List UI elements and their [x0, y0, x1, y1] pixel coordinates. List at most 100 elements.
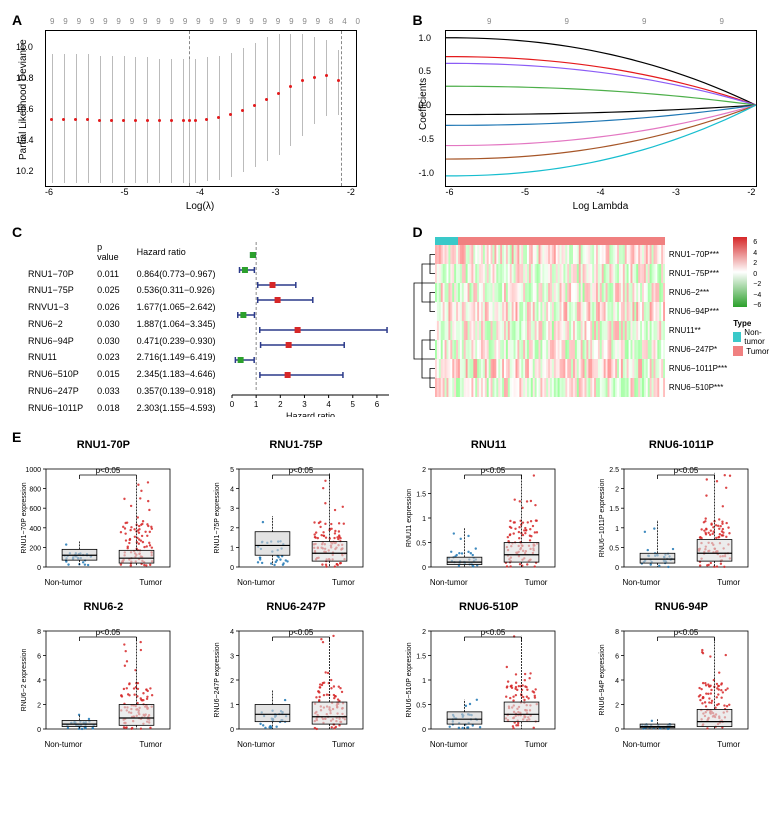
svg-text:3: 3 [230, 654, 234, 661]
boxplot-xlabels: Non-tumorTumor [209, 740, 384, 749]
svg-text:p<0.05: p<0.05 [96, 466, 121, 475]
boxplot-title: RNU1-75P [209, 439, 384, 451]
boxplot-cell: RNU1-75P012345RNU1−75P expressionp<0.05 … [209, 439, 384, 587]
svg-text:0: 0 [37, 727, 41, 734]
boxplot-xlabels: Non-tumorTumor [16, 578, 191, 587]
svg-text:0: 0 [230, 565, 234, 572]
svg-text:2: 2 [422, 629, 426, 636]
panel-d-rowlabels: RNU1−70P***RNU1−75P***RNU6−2***RNU6−94P*… [669, 237, 727, 397]
boxplot-svg: 01234RNU6−247P expressionp<0.05 [209, 615, 369, 735]
svg-text:200: 200 [29, 545, 41, 552]
svg-text:1: 1 [230, 703, 234, 710]
svg-text:RNU6−1011P expression: RNU6−1011P expression [599, 479, 606, 558]
boxplot-title: RNU11 [401, 439, 576, 451]
svg-text:6: 6 [37, 654, 41, 661]
svg-text:1.5: 1.5 [417, 654, 427, 661]
boxplot-xlabels: Non-tumorTumor [16, 740, 191, 749]
svg-text:0: 0 [422, 727, 426, 734]
svg-text:1: 1 [422, 516, 426, 523]
svg-text:1: 1 [422, 678, 426, 685]
svg-text:Hazard ratio: Hazard ratio [285, 411, 334, 417]
panel-e-label: E [12, 429, 21, 445]
svg-text:4: 4 [230, 487, 234, 494]
svg-text:2: 2 [278, 400, 283, 409]
svg-text:p<0.05: p<0.05 [674, 628, 699, 637]
boxplot-cell: RNU6-510P00.511.52RNU6−510P expressionp<… [401, 601, 576, 749]
boxplot-cell: RNU6-202468RNU6−2 expressionp<0.05 Non-t… [16, 601, 191, 749]
svg-text:3: 3 [302, 400, 307, 409]
figure: A Partial Likelihood Deviance 9999999999… [10, 10, 771, 749]
panel-d-content: Type RNU1−70P***RNU1−75P***RNU6−2***RNU6… [410, 237, 774, 416]
forest-row: RNU110.0232.716(1.149−6.419) [22, 350, 222, 365]
heatmap-row-label: RNU6−247P* [669, 345, 727, 354]
panel-b-xticks: -6-5-4-3-2 [445, 187, 755, 197]
svg-text:4: 4 [37, 678, 41, 685]
boxplot-cell: RNU6-247P01234RNU6−247P expressionp<0.05… [209, 601, 384, 749]
svg-text:1000: 1000 [25, 467, 41, 474]
svg-text:p<0.05: p<0.05 [288, 466, 313, 475]
panel-d-dendrogram [410, 237, 434, 397]
heatmap-row-label: RNU1−75P*** [669, 269, 727, 278]
panel-d: D Type RNU1−70P***RNU1−75P***RNU6−2***RN… [410, 222, 774, 417]
heatmap-row-label: RNU6−1011P*** [669, 364, 727, 373]
svg-text:0.5: 0.5 [417, 703, 427, 710]
panel-b-svg: 123456789 [446, 31, 756, 186]
svg-text:0.5: 0.5 [609, 545, 619, 552]
boxplot-svg: 0 0.5 1 1.5 2 RNU6−510P expression p<0.05 [401, 615, 561, 735]
boxplot-xlabels: Non-tumorTumor [209, 578, 384, 587]
heatmap-row-label: RNU6−94P*** [669, 307, 727, 316]
svg-text:p<0.05: p<0.05 [96, 628, 121, 637]
svg-text:2: 2 [37, 703, 41, 710]
boxplot-svg: 012345RNU1−75P expressionp<0.05 [209, 453, 369, 573]
forest-row: RNU1−70P0.0110.864(0.773−0.967) [22, 266, 222, 281]
svg-text:p<0.05: p<0.05 [481, 628, 506, 637]
panel-a-top-counts: 999999999999999999999840 [46, 17, 364, 26]
svg-text:4: 4 [615, 678, 619, 685]
svg-text:6: 6 [374, 400, 379, 409]
boxplot-xlabels: Non-tumorTumor [401, 740, 576, 749]
svg-text:RNU6−510P expression: RNU6−510P expression [406, 642, 413, 717]
svg-text:RNU6−2 expression: RNU6−2 expression [21, 648, 28, 711]
panel-d-scale-ticks: 6420−2−4−6 [753, 239, 781, 309]
panel-a-xtitle: Log(λ) [45, 201, 355, 212]
panel-b-chart: 9999 123456789 -1.0-0.50.00.51.0 [445, 30, 757, 187]
svg-text:p<0.05: p<0.05 [288, 628, 313, 637]
boxplot-xlabels: Non-tumorTumor [594, 740, 769, 749]
panel-d-label: D [412, 224, 422, 240]
svg-text:1.5: 1.5 [609, 506, 619, 513]
legend-title: Type [733, 319, 774, 328]
boxplot-svg: 02468RNU6−94P expressionp<0.05 [594, 615, 754, 735]
boxplot-cell: RNU1-70P02004006008001000RNU1−70P expres… [16, 439, 191, 587]
svg-text:5: 5 [230, 467, 234, 474]
svg-text:0: 0 [229, 400, 234, 409]
panel-c-label: C [12, 224, 22, 240]
boxplot-title: RNU6-247P [209, 601, 384, 613]
boxplot-cell: RNU6-1011P 00.511.522.5RNU6−1011P express… [594, 439, 769, 587]
boxplot-title: RNU6-1011P [594, 439, 769, 451]
forest-row: RNU6−20.0301.887(1.064−3.345) [22, 316, 222, 331]
panel-d-type-legend: Non-tumorTumor [733, 328, 774, 356]
svg-text:2: 2 [615, 703, 619, 710]
forest-row: RNVU1−30.0261.677(1.065−2.642) [22, 300, 222, 315]
svg-text:4: 4 [230, 629, 234, 636]
svg-text:1: 1 [230, 545, 234, 552]
svg-text:0: 0 [615, 727, 619, 734]
forest-row: RNU6−1011P0.0182.303(1.155−4.593) [22, 400, 222, 415]
svg-text:RNU11 expression: RNU11 expression [406, 489, 413, 547]
panel-b-top-counts: 9999 [446, 17, 764, 26]
boxplot-svg: 00.511.522.5RNU6−1011P expressionp<0.05 [594, 453, 754, 573]
panel-c-content: p valueHazard ratioRNU1−70P0.0110.864(0.… [20, 237, 400, 417]
forest-row: RNU6−247P0.0330.357(0.139−0.918) [22, 383, 222, 398]
svg-text:3: 3 [230, 506, 234, 513]
svg-text:RNU1−70P expression: RNU1−70P expression [21, 482, 28, 553]
boxplot-svg: 00.511.52RNU11 expressionp<0.05 [401, 453, 561, 573]
svg-text:p<0.05: p<0.05 [481, 466, 506, 475]
panel-e-grid: RNU1-70P02004006008001000RNU1−70P expres… [10, 439, 775, 749]
forest-row: RNU1−75P0.0250.536(0.311−0.926) [22, 283, 222, 298]
svg-text:RNU6−94P expression: RNU6−94P expression [599, 644, 606, 715]
panel-a: A Partial Likelihood Deviance 9999999999… [10, 10, 400, 212]
boxplot-svg: 02468RNU6−2 expressionp<0.05 [16, 615, 176, 735]
svg-text:6: 6 [615, 654, 619, 661]
forest-row: RNU6−94P0.0300.471(0.239−0.930) [22, 333, 222, 348]
panel-a-chart: 999999999999999999999840 10.210.410.610.… [45, 30, 357, 187]
